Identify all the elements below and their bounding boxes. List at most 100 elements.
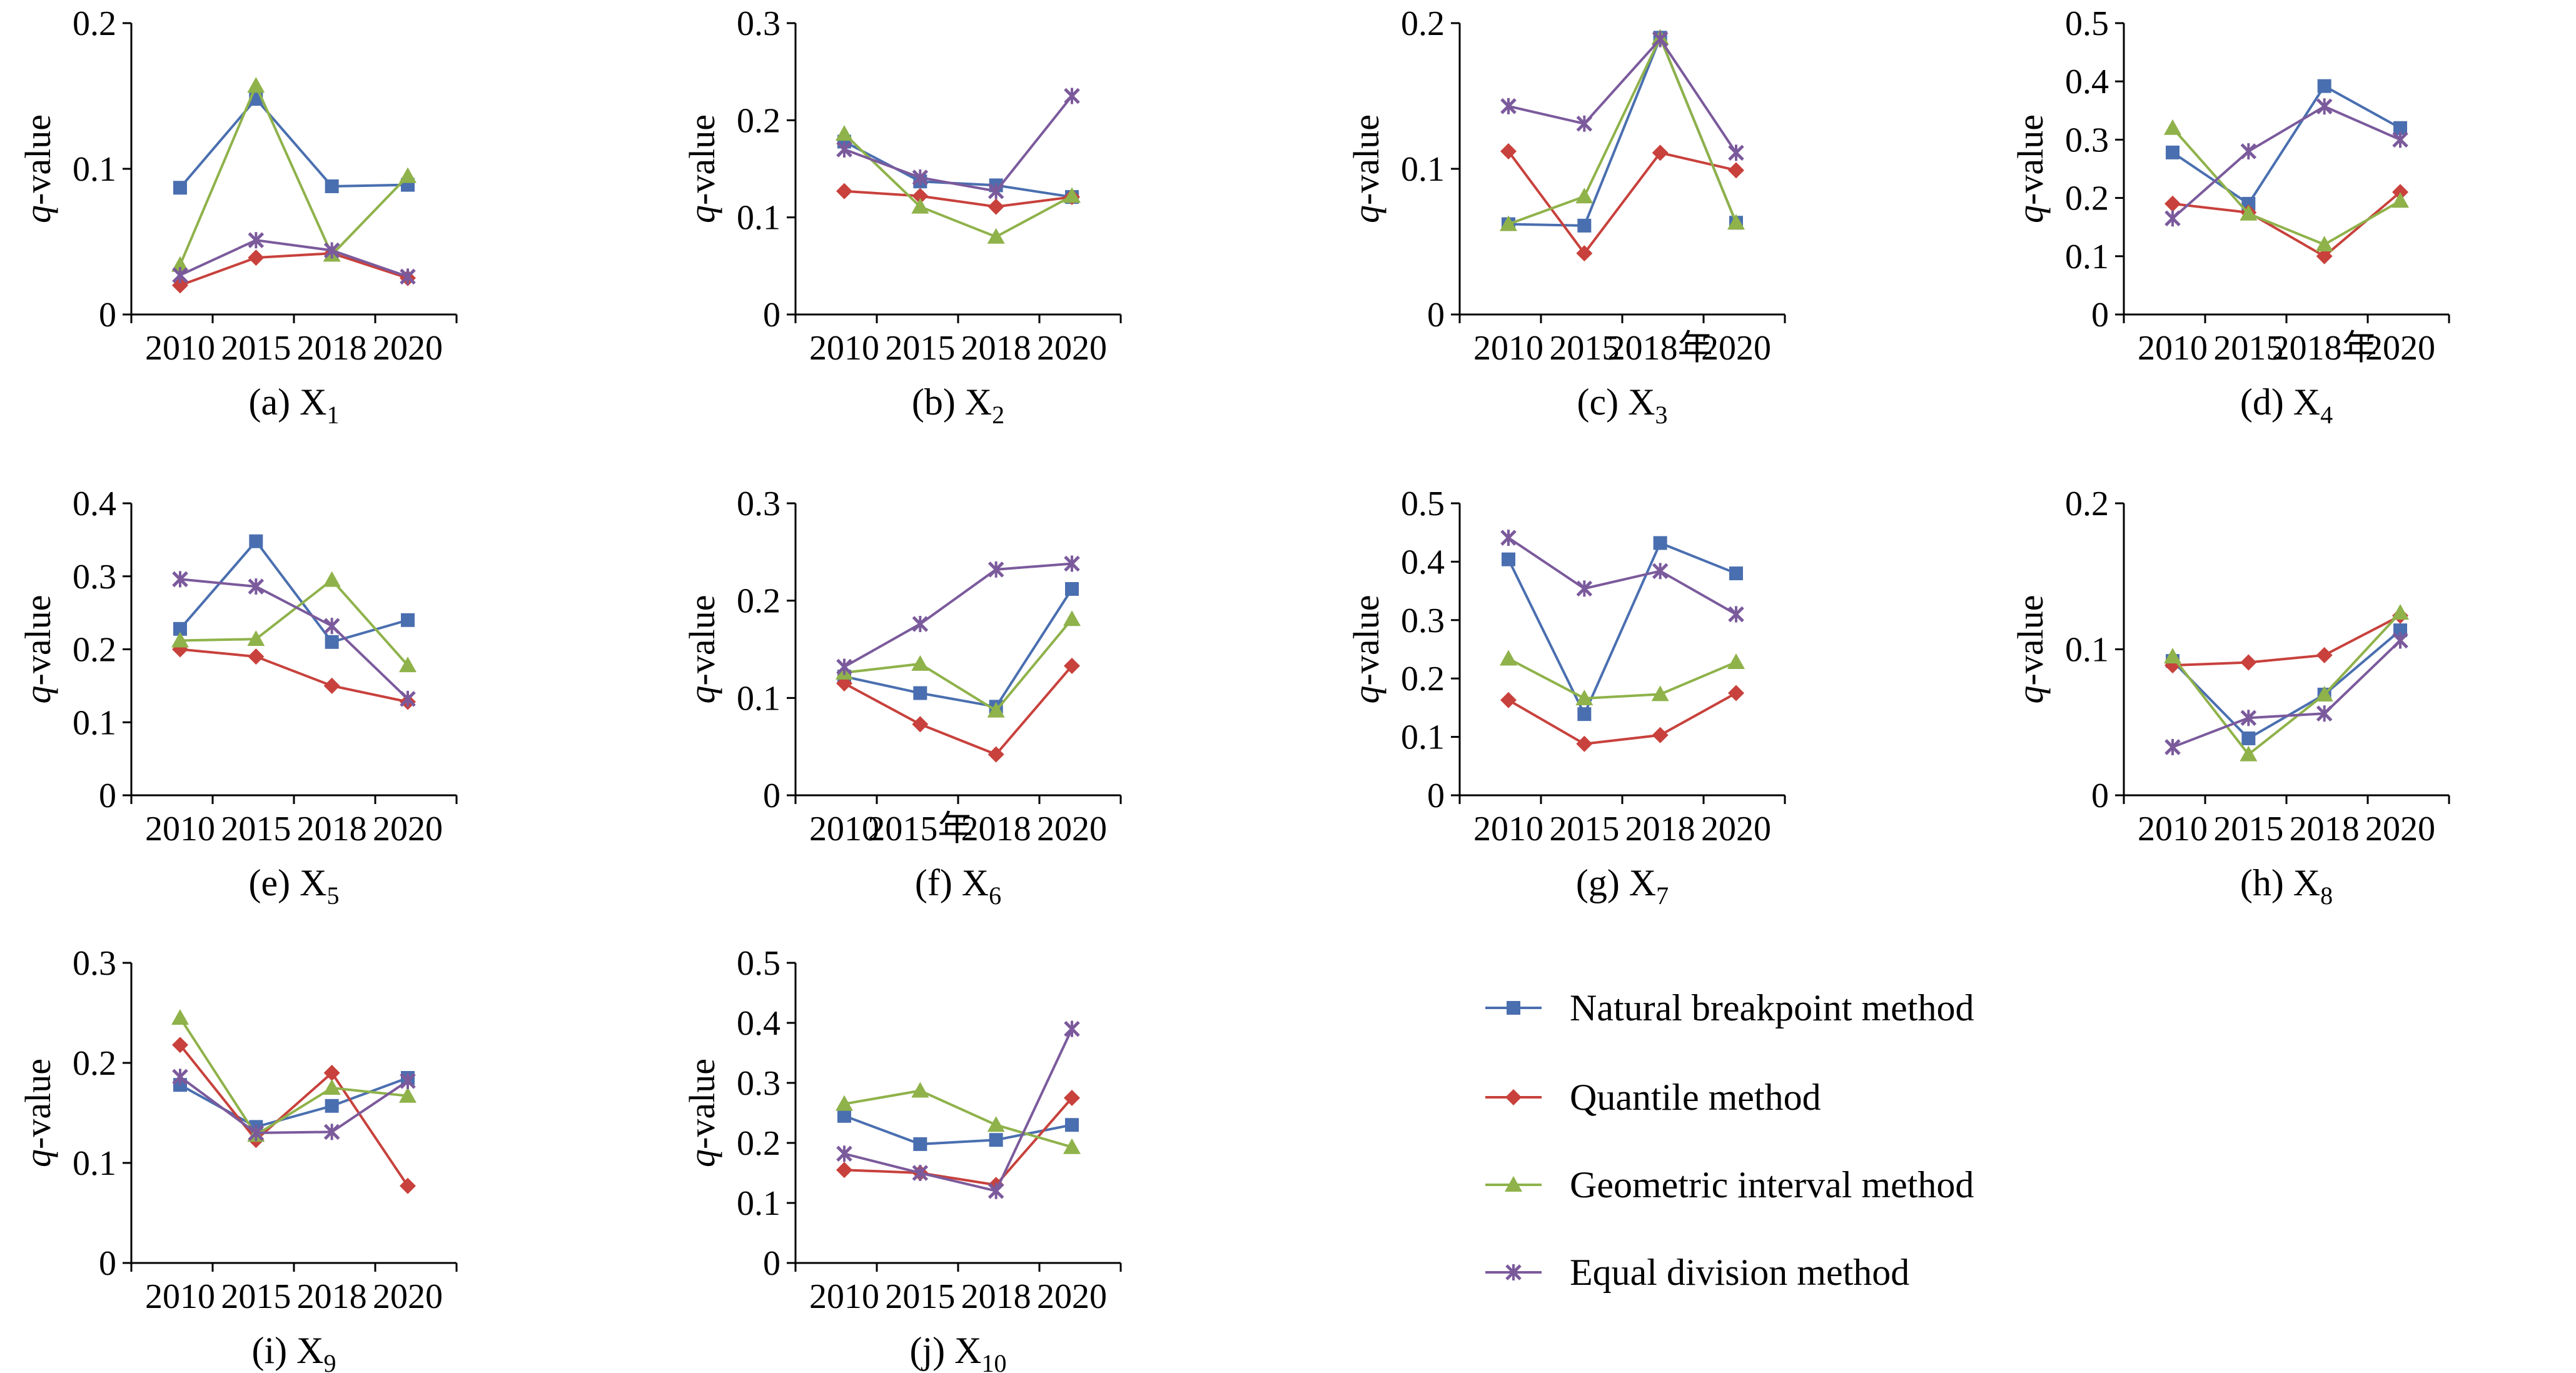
y-axis-label: q-value: [1346, 114, 1386, 223]
series-line: [1507, 150, 1737, 256]
y-axis-label: q-value: [682, 1059, 722, 1167]
y-tick-label: 0.5: [737, 944, 780, 983]
data-point: [172, 267, 188, 284]
data-point: [2316, 98, 2333, 115]
y-tick-label: 0.2: [1401, 4, 1445, 43]
data-point: [2164, 738, 2181, 755]
data-point: [1728, 162, 1744, 179]
series-line: [179, 1075, 409, 1135]
x-tick-label: 2020: [1037, 810, 1107, 848]
data-point: [987, 746, 1004, 763]
data-point: [1500, 692, 1517, 708]
y-axis-label: q-value: [682, 595, 722, 704]
data-point: [2240, 143, 2257, 160]
data-point: [912, 616, 929, 633]
series-line: [844, 1089, 1073, 1149]
series-line: [844, 1028, 1073, 1193]
y-tick-label: 0: [1427, 777, 1445, 815]
data-point: [1577, 218, 1592, 233]
series-line: [844, 189, 1073, 208]
panel-caption: (e) X5: [249, 862, 340, 910]
x-tick-label: 2010: [809, 329, 879, 368]
chart-panel-i: 0 0.1 0.2 0.3 2010 2015 2018 2020 q-value (i) X9: [18, 944, 458, 1373]
chart-panel-e: 0 0.1 0.2 0.3 0.4 2010 2015 2018 2020 q-value (e) …: [18, 485, 458, 910]
y-tick-label: 0.4: [2065, 63, 2109, 101]
data-point: [2166, 145, 2179, 159]
series-line: [1507, 541, 1737, 717]
data-point: [836, 1162, 852, 1179]
data-point: [1576, 245, 1593, 262]
x-tick-label: 2018: [297, 810, 367, 848]
data-point: [912, 188, 929, 204]
data-point: [247, 77, 265, 93]
x-tick-label: 2020: [373, 810, 443, 848]
y-tick-label: 0.1: [1401, 150, 1445, 189]
data-point: [1065, 1118, 1079, 1132]
series-line: [2172, 615, 2401, 667]
series-line: [179, 83, 409, 266]
data-point: [987, 702, 1005, 718]
y-tick-label: 0: [763, 296, 780, 334]
data-point: [323, 1124, 340, 1140]
data-point: [172, 571, 188, 588]
y-tick-label: 0.3: [1401, 601, 1445, 640]
data-point: [247, 630, 265, 646]
y-tick-label: 0: [763, 777, 780, 815]
x-tick-label: 2015: [885, 329, 955, 368]
series-line: [844, 665, 1073, 757]
data-point: [400, 268, 416, 285]
x-tick-label: 2010: [2138, 810, 2208, 848]
x-tick-label: 2010: [1473, 329, 1543, 368]
x-tick-label: 2018: [2290, 810, 2360, 848]
panel-caption: (c) X3: [1577, 381, 1668, 429]
series-line: [179, 239, 408, 278]
legend-marker: [1505, 1089, 1522, 1105]
series-line: [179, 539, 408, 644]
data-point: [1064, 88, 1080, 104]
x-tick-label: 2015: [1549, 810, 1619, 848]
y-tick-label: 0.2: [2065, 179, 2109, 218]
x-tick-label: 2018: [961, 810, 1031, 848]
series-natural-breakpoint-method: [173, 534, 415, 649]
data-point: [2315, 685, 2333, 702]
data-point: [1653, 536, 1667, 550]
y-tick-label: 0.1: [73, 1144, 116, 1183]
chart-panel-j: 0 0.1 0.2 0.3 0.4 0.5 2010 2015 2018 2020 q-value (…: [682, 944, 1122, 1373]
series-equal-division-method: [172, 1069, 416, 1141]
data-point: [836, 658, 852, 675]
series-natural-breakpoint-method: [837, 1109, 1079, 1151]
data-point: [1500, 530, 1517, 546]
data-point: [2392, 604, 2409, 620]
data-point: [1063, 1138, 1081, 1154]
data-point: [1651, 685, 1669, 702]
series-equal-division-method: [2164, 632, 2408, 755]
series-equal-division-method: [2164, 98, 2408, 227]
data-point: [171, 256, 189, 272]
x-tick-label: 2010: [145, 329, 215, 368]
y-tick-label: 0.3: [737, 4, 780, 43]
series-equal-division-method: [172, 571, 416, 707]
x-tick-label: 2015: [2213, 810, 2283, 848]
data-point: [1727, 653, 1745, 670]
panel-caption: (f) X6: [915, 862, 1001, 910]
data-point: [172, 1069, 188, 1085]
data-point: [2240, 204, 2258, 221]
data-point: [913, 1137, 927, 1151]
series-line: [1508, 34, 1737, 226]
y-tick-label: 0: [99, 296, 116, 334]
series-line: [844, 140, 1073, 199]
panel-caption: (a) X1: [249, 381, 340, 429]
y-axis-label: q-value: [18, 1059, 58, 1167]
data-point: [2316, 646, 2333, 663]
series-natural-breakpoint-method: [837, 581, 1079, 714]
series-quantile-method: [1500, 685, 1744, 752]
series-line: [179, 1044, 409, 1187]
series-line: [2171, 127, 2401, 246]
data-point: [1502, 552, 1515, 566]
legend-item: Natural breakpoint method: [1485, 987, 1974, 1028]
legend-label: Natural breakpoint method: [1570, 987, 1974, 1028]
data-point: [1728, 685, 1744, 702]
y-tick-label: 0: [2091, 296, 2109, 334]
data-point: [1652, 563, 1669, 580]
data-point: [987, 183, 1004, 199]
